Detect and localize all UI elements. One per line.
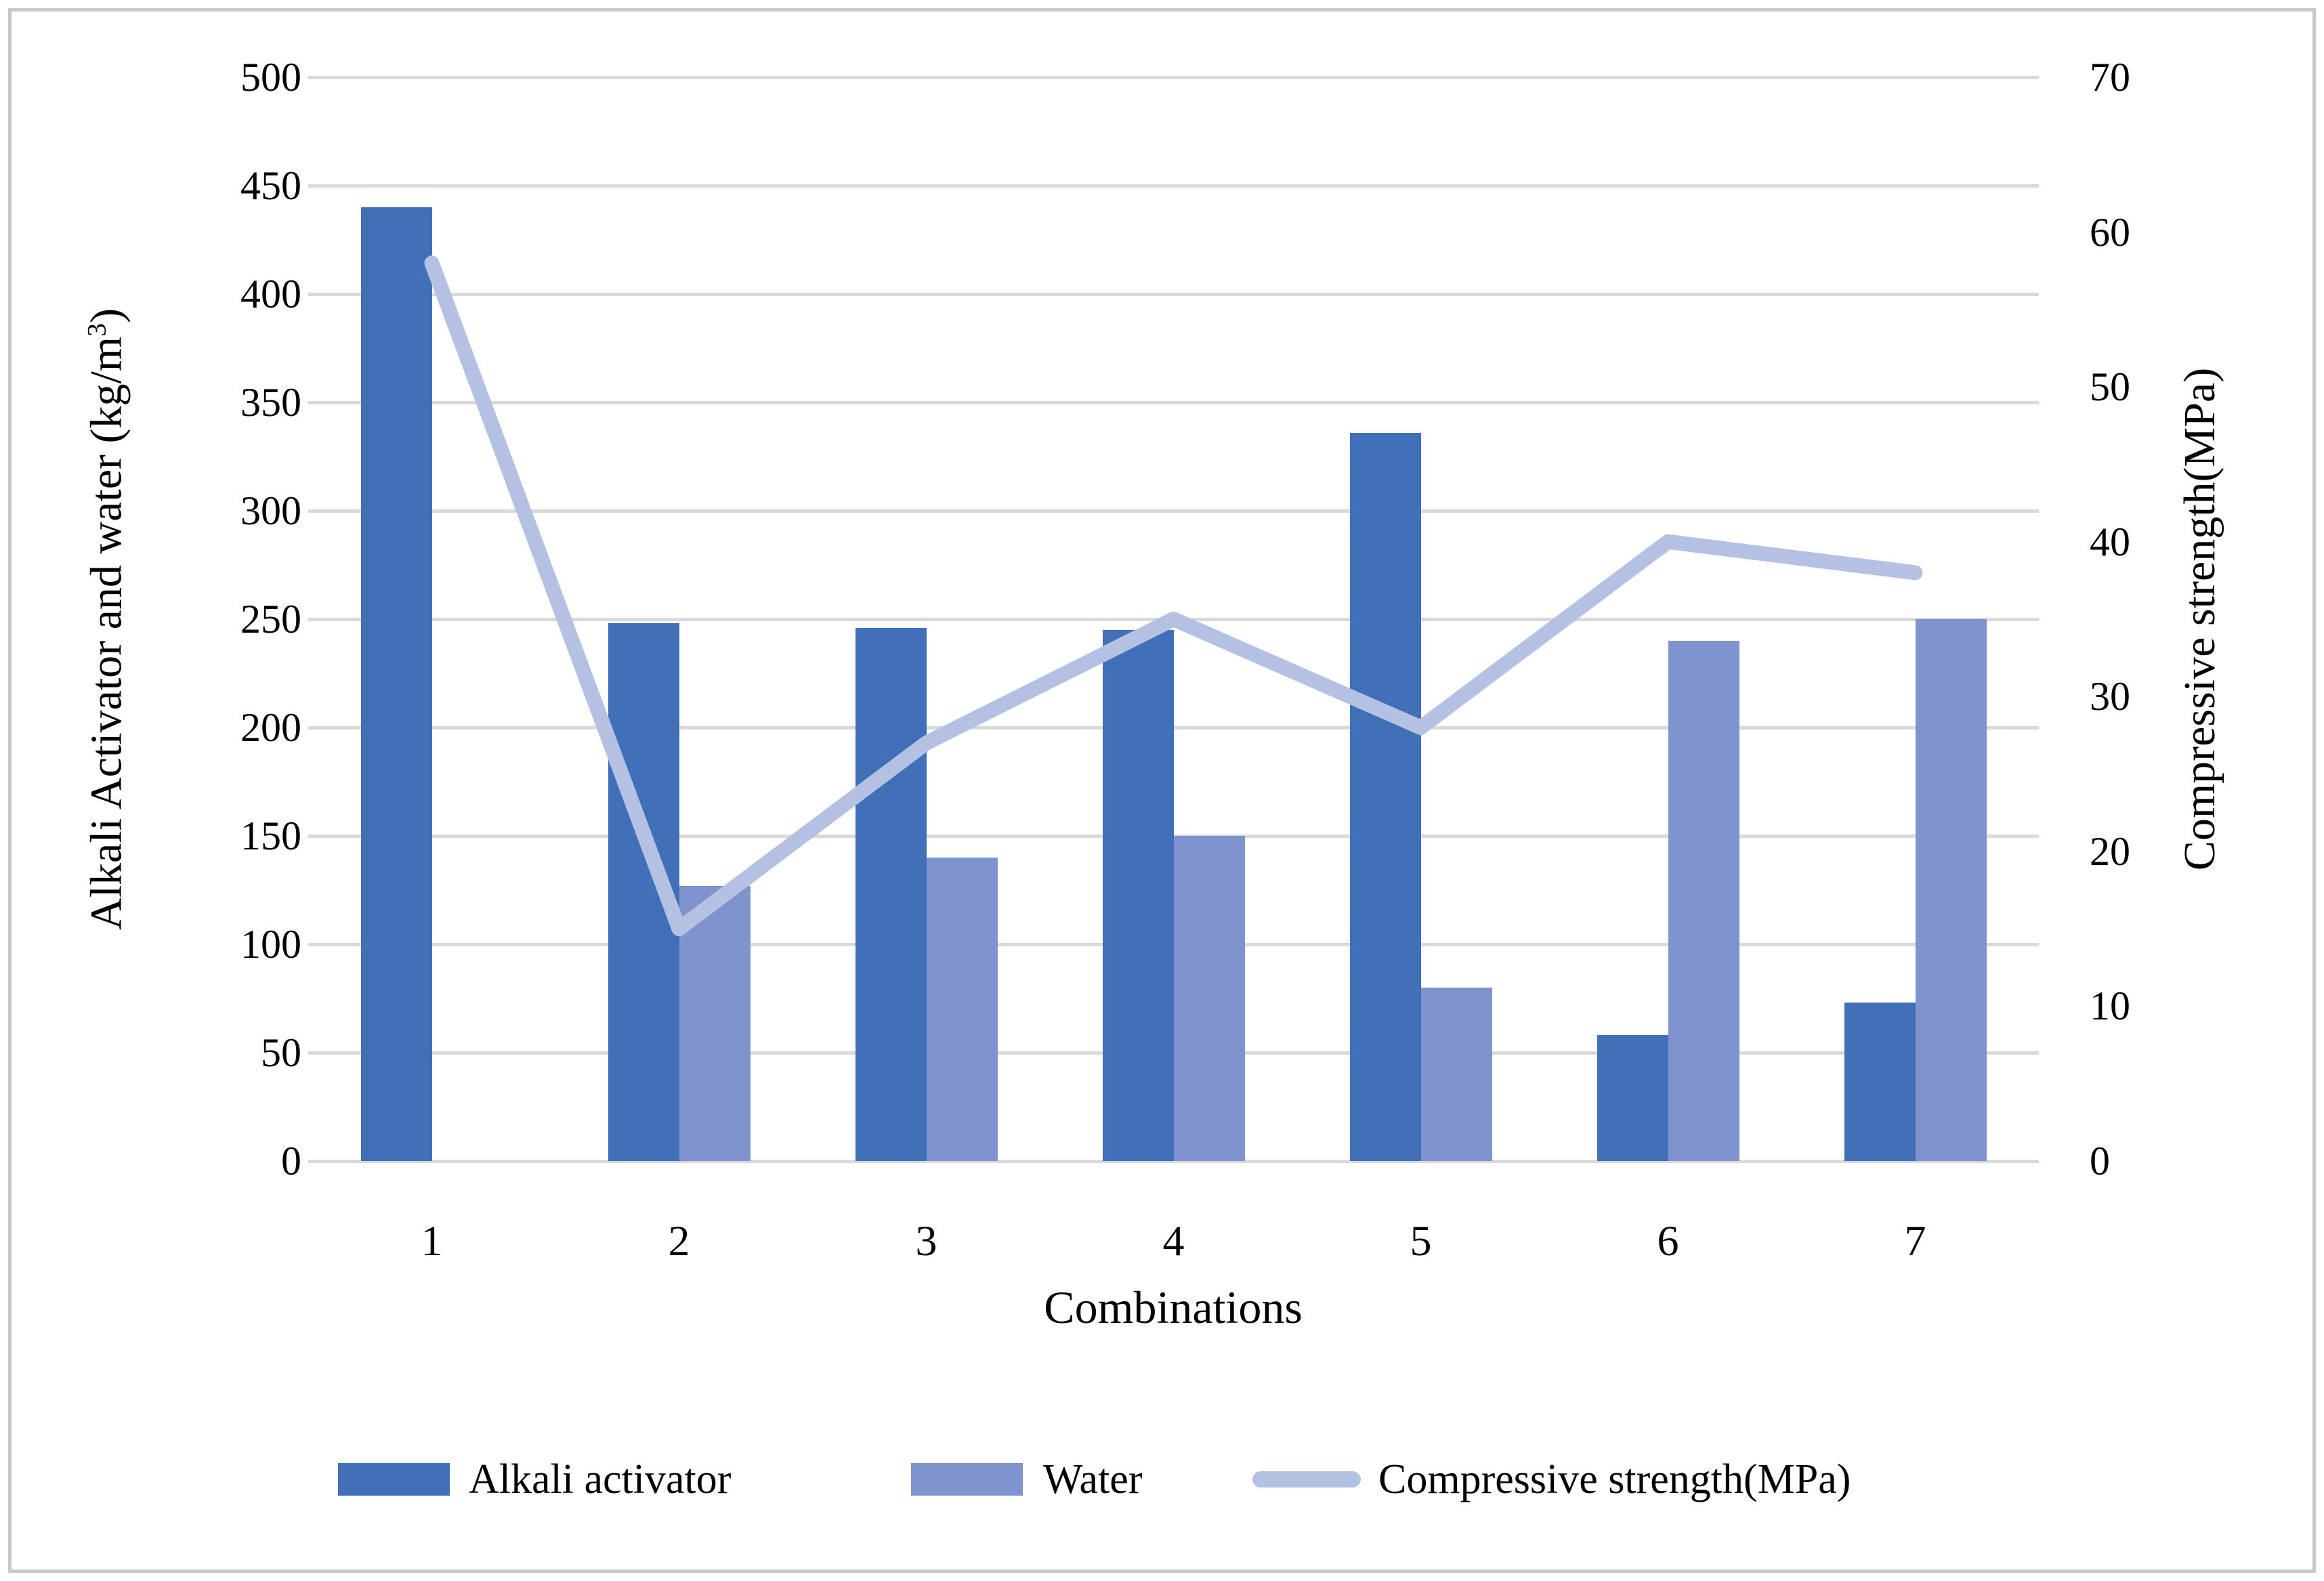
gridline-450 bbox=[308, 184, 2039, 188]
bar-alkali-activator-3 bbox=[855, 627, 927, 1161]
bar-water-7 bbox=[1915, 619, 1987, 1161]
left-axis-tick-label: 200 bbox=[240, 705, 301, 750]
bar-water-6 bbox=[1668, 641, 1739, 1161]
right-axis-title: Compressive strength(MPa) bbox=[2175, 367, 2224, 871]
gridline-350 bbox=[308, 400, 2039, 404]
gridline-0 bbox=[308, 1159, 2039, 1163]
bar-water-3 bbox=[926, 858, 998, 1161]
left-axis-tick-label: 150 bbox=[240, 814, 301, 858]
gridline-500 bbox=[308, 75, 2039, 79]
left-axis-tick-label: 100 bbox=[240, 922, 301, 967]
bar-alkali-activator-4 bbox=[1102, 630, 1174, 1161]
bar-alkali-activator-1 bbox=[360, 207, 432, 1161]
compressive-strength-line bbox=[424, 255, 1923, 937]
right-axis-tick-label: 0 bbox=[2090, 1139, 2110, 1183]
right-axis-tick-label: 70 bbox=[2090, 55, 2130, 100]
compressive-strength-line-layer bbox=[424, 255, 1923, 937]
left-axis-tick-label: 300 bbox=[240, 488, 301, 533]
right-axis-tick-label: 50 bbox=[2090, 364, 2130, 410]
left-axis-tick-label: 450 bbox=[240, 163, 301, 208]
bar-water-4 bbox=[1173, 836, 1245, 1161]
figure-border bbox=[8, 8, 2316, 1573]
left-axis-tick-label: 400 bbox=[240, 272, 301, 316]
gridline-300 bbox=[308, 509, 2039, 513]
left-axis-tick-label: 500 bbox=[240, 55, 301, 100]
right-axis-tick-label: 30 bbox=[2090, 674, 2130, 719]
bar-water-2 bbox=[679, 885, 751, 1161]
bar-alkali-activator-6 bbox=[1597, 1035, 1668, 1161]
x-axis-category-label-7: 7 bbox=[1904, 1217, 1926, 1265]
right-axis-tick-label: 10 bbox=[2090, 984, 2130, 1029]
left-axis-tick-label: 350 bbox=[240, 380, 301, 425]
gridline-200 bbox=[308, 725, 2039, 730]
x-axis-category-label-6: 6 bbox=[1657, 1217, 1679, 1265]
left-axis-tick-label: 0 bbox=[281, 1139, 301, 1183]
right-axis-tick-label: 40 bbox=[2090, 519, 2130, 564]
x-axis-category-label-4: 4 bbox=[1162, 1217, 1185, 1265]
left-axis-tick-label: 250 bbox=[240, 597, 301, 641]
x-axis-title: Combinations bbox=[1044, 1282, 1303, 1333]
right-axis-tick-label: 60 bbox=[2090, 209, 2130, 255]
bar-alkali-activator-5 bbox=[1349, 432, 1421, 1161]
x-axis-category-label-1: 1 bbox=[421, 1217, 443, 1265]
left-axis-tick-label: 50 bbox=[261, 1030, 301, 1075]
gridline-400 bbox=[308, 292, 2039, 296]
x-axis-category-label-2: 2 bbox=[668, 1217, 690, 1265]
x-axis-category-label-5: 5 bbox=[1410, 1217, 1432, 1265]
right-axis-tick-label: 20 bbox=[2090, 828, 2130, 874]
bar-alkali-activator-7 bbox=[1844, 1003, 1916, 1161]
x-axis-category-label-3: 3 bbox=[915, 1217, 937, 1265]
left-axis-title: Alkali Activator and water (kg/m3) bbox=[81, 308, 131, 930]
bar-water-5 bbox=[1420, 988, 1492, 1161]
